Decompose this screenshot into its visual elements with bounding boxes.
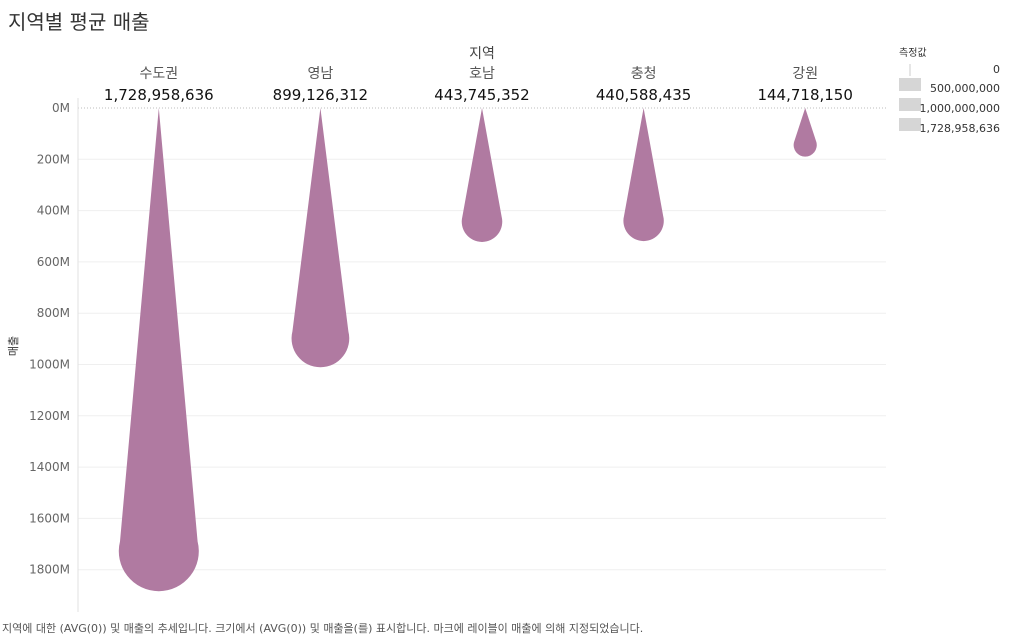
y-tick-label: 1400M bbox=[29, 460, 70, 474]
mark-2 bbox=[291, 108, 350, 368]
category-label: 강원 bbox=[792, 66, 818, 82]
legend-item-label: 500,000,000 bbox=[930, 82, 1000, 95]
mark-1 bbox=[118, 108, 199, 592]
x-axis-title: 지역 bbox=[469, 46, 495, 62]
y-tick-label: 1800M bbox=[29, 563, 70, 577]
teardrop-mark bbox=[291, 108, 350, 368]
teardrop-mark bbox=[118, 108, 199, 592]
y-tick-label: 600M bbox=[37, 255, 70, 269]
y-axis-title: 매출 bbox=[7, 336, 20, 356]
footnote: 지역에 대한 (AVG(0)) 및 매출의 추세입니다. 크기에서 (AVG(0… bbox=[2, 621, 643, 635]
y-tick-label: 1600M bbox=[29, 511, 70, 525]
legend-size-swatch bbox=[899, 118, 921, 131]
value-label: 1,728,958,636 bbox=[104, 86, 214, 104]
category-label: 영남 bbox=[308, 66, 334, 82]
value-label: 899,126,312 bbox=[273, 86, 368, 104]
legend-item-label: 1,728,958,636 bbox=[920, 122, 1000, 135]
y-tick-label: 1200M bbox=[29, 409, 70, 423]
legend-size-swatch bbox=[899, 78, 921, 91]
legend-item-label: 0 bbox=[993, 63, 1000, 76]
mark-3 bbox=[461, 108, 503, 242]
category-label: 수도권 bbox=[139, 66, 178, 82]
legend-size-swatch bbox=[899, 98, 921, 111]
y-tick-label: 400M bbox=[37, 204, 70, 218]
legend-title: 측정값 bbox=[899, 47, 927, 59]
legend-item-label: 1,000,000,000 bbox=[920, 102, 1000, 115]
teardrop-mark bbox=[623, 108, 664, 242]
teardrop-mark bbox=[793, 108, 817, 157]
value-label: 144,718,150 bbox=[757, 86, 852, 104]
legend: 측정값 0 500,000,000 1,000,000,000 1,728,958,6… bbox=[899, 47, 1000, 135]
category-label: 호남 bbox=[469, 66, 495, 82]
y-tick-label: 800M bbox=[37, 306, 70, 320]
teardrop-mark bbox=[461, 108, 503, 242]
value-label: 443,745,352 bbox=[434, 86, 529, 104]
y-axis: 0M 200M 400M 600M 800M 1000M 1200M 1400M 1600M 18… bbox=[29, 98, 79, 612]
mark-5 bbox=[793, 108, 817, 157]
page-title: 지역별 평균 매출 bbox=[8, 10, 150, 34]
chart-marks: 수도권 1,728,958,636 영남 899,126,312 호남 443,745,3… bbox=[104, 66, 853, 592]
y-tick-label: 1000M bbox=[29, 358, 70, 372]
value-label: 440,588,435 bbox=[596, 86, 691, 104]
y-tick-label: 0M bbox=[52, 101, 70, 115]
category-label: 충청 bbox=[631, 66, 657, 82]
y-tick-label: 200M bbox=[37, 152, 70, 166]
mark-4 bbox=[623, 108, 664, 242]
